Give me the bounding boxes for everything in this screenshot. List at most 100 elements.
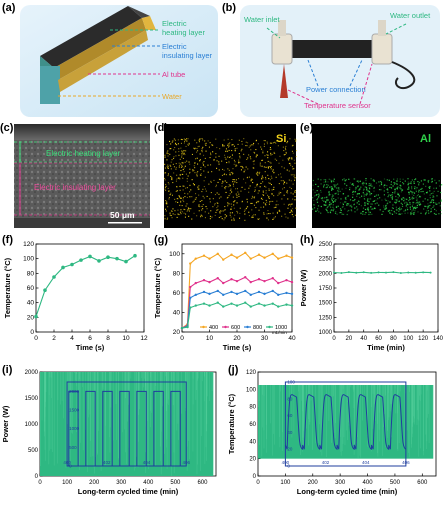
sem-insulating-layer-label: Electric insulating layer bbox=[34, 183, 116, 192]
data-point bbox=[194, 281, 197, 285]
data-point bbox=[222, 305, 225, 308]
panel-label-i: (i) bbox=[2, 364, 13, 376]
y-tick-label: 20 bbox=[249, 457, 256, 463]
y-tick-label: 40 bbox=[27, 300, 35, 307]
y-tick-label: 80 bbox=[27, 270, 35, 277]
x-tick-label: 40 bbox=[288, 335, 296, 342]
inset-x-tick-label: 402 bbox=[103, 460, 111, 465]
panel-g: 0 10 20 30 40 20 40 60 80 100 Time (s) Temperature … bbox=[152, 232, 298, 360]
x-tick-label: 0 bbox=[38, 480, 42, 486]
data-point bbox=[290, 280, 294, 284]
data-point bbox=[194, 293, 197, 297]
inset-frame bbox=[284, 381, 407, 467]
x-tick-label: 400 bbox=[363, 480, 374, 486]
data-point bbox=[277, 281, 280, 285]
y-tick-label: 1500 bbox=[319, 301, 333, 307]
data-point bbox=[34, 314, 38, 319]
data-point bbox=[271, 252, 274, 255]
data-point bbox=[124, 259, 128, 264]
data-point bbox=[202, 278, 206, 282]
inset-y-tick-label: 0 bbox=[69, 464, 72, 469]
panel-label-a: (a) bbox=[2, 2, 16, 14]
data-point bbox=[399, 271, 402, 274]
data-point bbox=[290, 256, 294, 259]
x-tick-label: 100 bbox=[62, 480, 73, 486]
x-tick-label: 200 bbox=[308, 480, 319, 486]
inset-x-tick-label: 400 bbox=[282, 460, 290, 465]
legend-marker bbox=[224, 325, 227, 329]
panel-b: Water inlet Water outlet Power connectio… bbox=[222, 0, 443, 120]
legend-unit: mL/min bbox=[272, 330, 287, 335]
x-tick-label: 10 bbox=[206, 335, 214, 342]
inset-x-tick-label: 400 bbox=[63, 460, 71, 465]
data-point bbox=[202, 254, 206, 257]
data-point bbox=[429, 271, 432, 274]
x-tick-label: 400 bbox=[143, 480, 154, 486]
x-tick-label: 80 bbox=[390, 336, 397, 342]
x-tick-label: 20 bbox=[233, 335, 241, 342]
y-tick-label: 2000 bbox=[25, 370, 39, 376]
data-point bbox=[88, 254, 92, 259]
y-axis-label: Power (W) bbox=[299, 269, 308, 306]
legend-label: 1000 bbox=[275, 325, 287, 331]
data-point bbox=[285, 291, 288, 295]
inset-cycle-line bbox=[284, 394, 407, 450]
y-tick-label: 80 bbox=[173, 270, 181, 277]
series-line bbox=[333, 271, 431, 274]
data-point bbox=[106, 255, 110, 259]
data-point bbox=[208, 292, 211, 296]
panel-label-d: (d) bbox=[154, 122, 169, 134]
annotation-power-connection: Power connection bbox=[306, 85, 366, 94]
data-point bbox=[133, 253, 137, 258]
y-tick-label: 40 bbox=[173, 309, 181, 316]
data-point bbox=[189, 285, 192, 289]
x-tick-label: 120 bbox=[418, 336, 429, 342]
panel-label-c: (c) bbox=[0, 122, 14, 134]
y-tick-label: 100 bbox=[23, 256, 34, 263]
x-tick-label: 40 bbox=[360, 336, 367, 342]
data-point bbox=[222, 293, 225, 297]
legend-label: 400 bbox=[209, 325, 218, 331]
data-point bbox=[249, 280, 252, 284]
data-point bbox=[277, 293, 280, 297]
data-point bbox=[230, 290, 233, 294]
data-point bbox=[257, 253, 261, 256]
data-point bbox=[277, 305, 280, 308]
y-axis-label: Temperature (°C) bbox=[3, 257, 12, 318]
annotation-water: Water bbox=[162, 92, 182, 101]
data-point bbox=[202, 302, 206, 305]
x-tick-label: 4 bbox=[70, 335, 74, 342]
data-point bbox=[263, 304, 266, 307]
data-point bbox=[249, 305, 252, 308]
data-point bbox=[392, 271, 395, 274]
data-point bbox=[189, 306, 192, 309]
legend-label: 800 bbox=[253, 325, 262, 331]
y-tick-label: 80 bbox=[249, 405, 256, 411]
x-tick-label: 10 bbox=[122, 335, 130, 342]
chart-h: 0 20 40 60 80 100 120 140 1000 1250 1500 1750 2000 22… bbox=[299, 242, 443, 352]
x-tick-label: 100 bbox=[280, 480, 291, 486]
data-point bbox=[257, 278, 261, 281]
inset-y-tick-label: 100 bbox=[287, 380, 295, 385]
data-point bbox=[202, 290, 206, 294]
data-point bbox=[263, 256, 266, 259]
inset-y-tick-label: 20 bbox=[287, 447, 293, 452]
x-tick-label: 140 bbox=[433, 336, 443, 342]
data-point bbox=[216, 301, 219, 304]
panel-a: Electric heating layer Electric insulating… bbox=[0, 0, 220, 120]
data-point bbox=[230, 278, 233, 281]
data-point bbox=[216, 252, 219, 255]
data-point bbox=[189, 296, 192, 299]
inset-frame bbox=[66, 381, 187, 467]
x-tick-label: 8 bbox=[106, 335, 110, 342]
data-point bbox=[208, 304, 211, 307]
data-point bbox=[422, 271, 425, 274]
sem-image bbox=[14, 124, 150, 228]
inset-x-tick-label: 402 bbox=[322, 460, 330, 465]
x-axis-label: Time (s) bbox=[76, 343, 105, 352]
inset-y-tick-label: 1500 bbox=[69, 408, 80, 413]
y-tick-label: 60 bbox=[27, 285, 35, 292]
x-axis-label: Time (min) bbox=[367, 343, 405, 352]
y-tick-label: 0 bbox=[30, 329, 34, 336]
x-axis-label: Long-term cycled time (min) bbox=[297, 487, 398, 496]
